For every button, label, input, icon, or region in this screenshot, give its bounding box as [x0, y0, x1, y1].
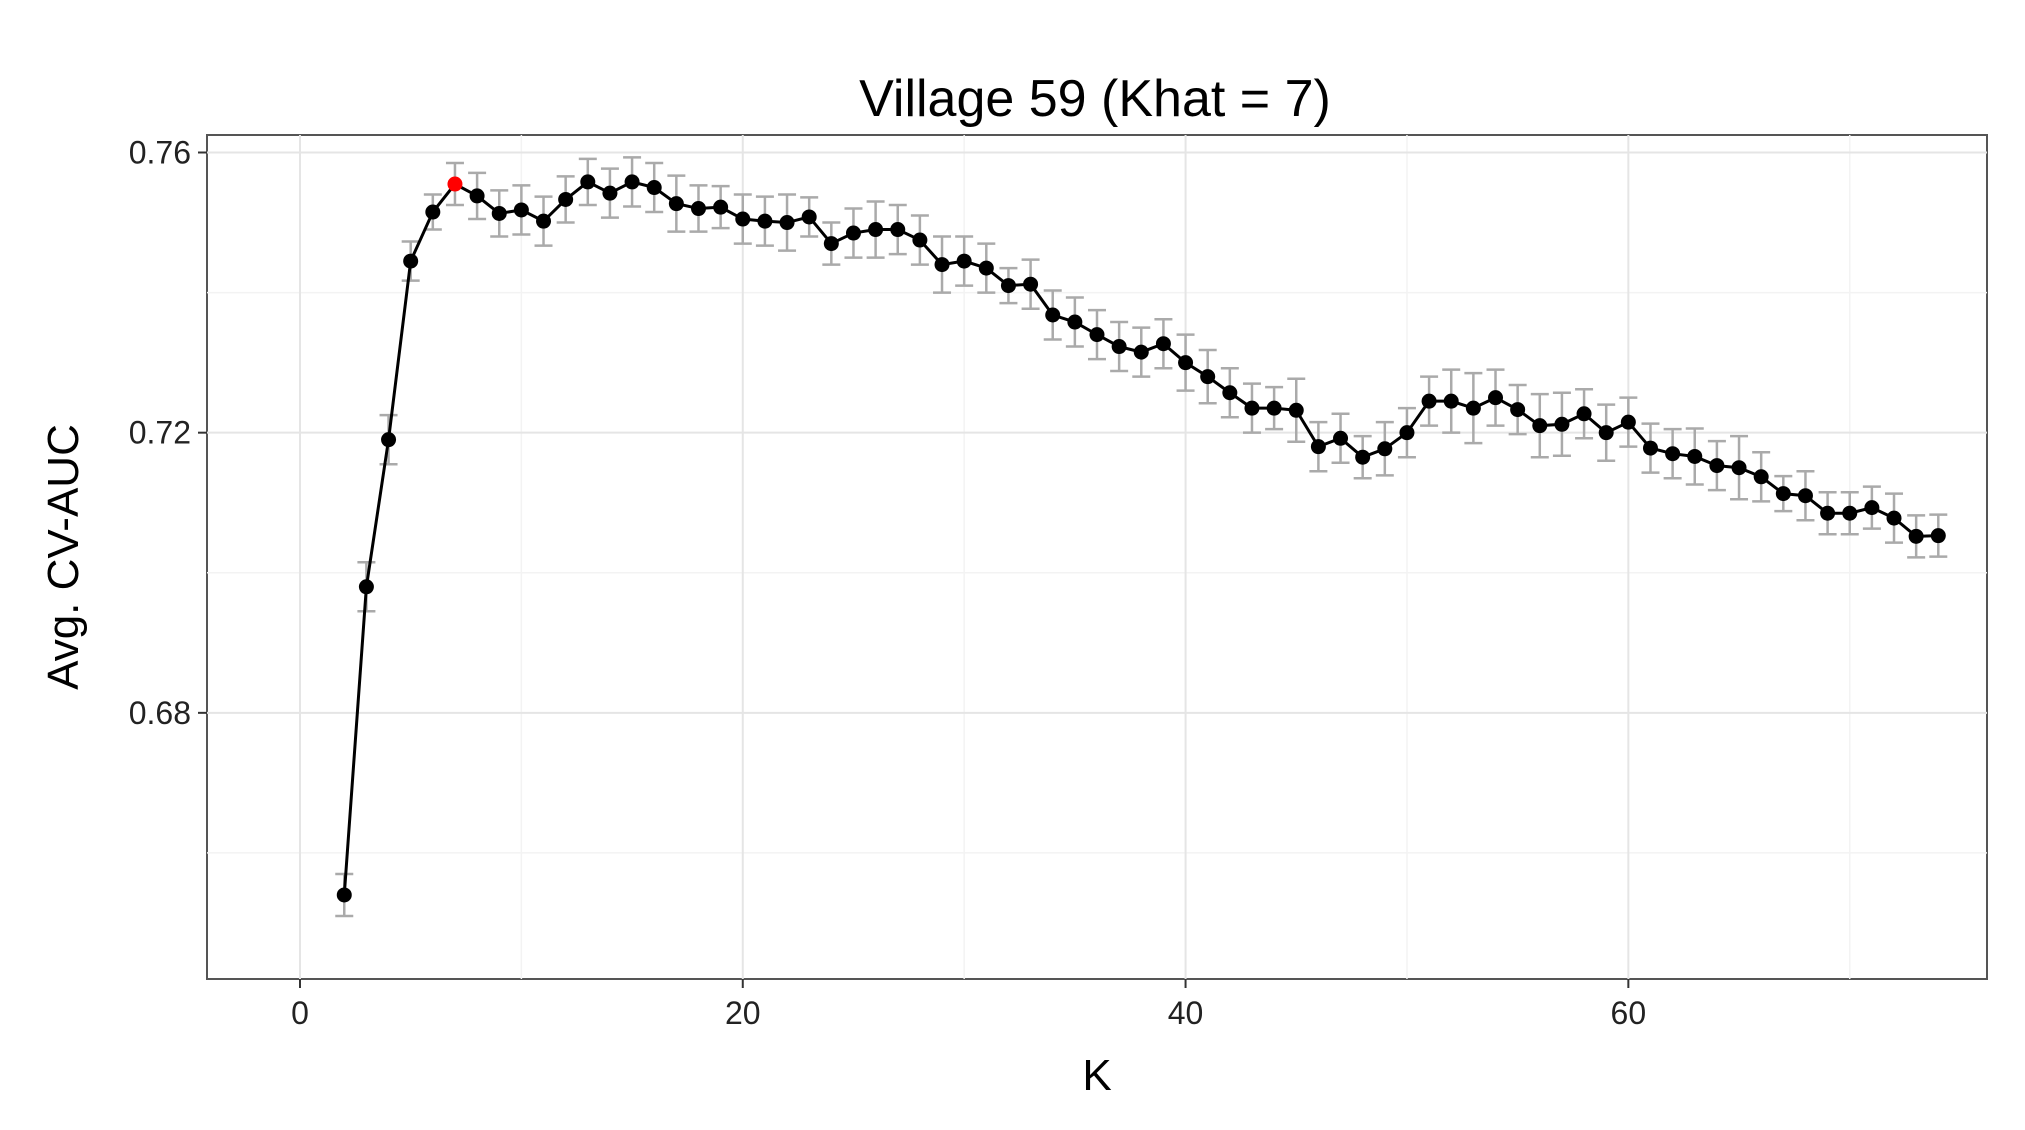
data-point	[934, 257, 950, 273]
data-point	[580, 174, 596, 190]
data-point	[602, 185, 618, 201]
data-point	[1067, 314, 1083, 330]
data-point	[1178, 355, 1194, 371]
y-tick-label: 0.72	[129, 415, 191, 451]
data-point	[1488, 390, 1504, 406]
data-point	[1399, 425, 1415, 441]
highlight-point	[447, 176, 463, 192]
data-point	[912, 232, 928, 248]
data-point	[1155, 336, 1171, 352]
x-tick-label: 60	[1611, 995, 1647, 1031]
data-point	[513, 202, 529, 218]
data-point	[713, 199, 729, 215]
y-tick-label: 0.76	[129, 135, 191, 171]
data-point	[491, 205, 507, 221]
data-point	[1200, 369, 1216, 385]
data-point	[358, 579, 374, 595]
data-point	[978, 260, 994, 276]
data-points	[336, 174, 1946, 903]
data-point	[381, 432, 397, 448]
x-tick-label: 20	[725, 995, 761, 1031]
data-point	[868, 222, 884, 238]
data-point	[1000, 278, 1016, 294]
grid-lines	[207, 135, 1987, 979]
x-tick-label: 40	[1168, 995, 1204, 1031]
data-point	[1598, 425, 1614, 441]
data-point	[1465, 400, 1481, 416]
data-point	[624, 174, 640, 190]
data-point	[646, 180, 662, 196]
data-point	[690, 201, 706, 217]
data-point	[536, 213, 552, 229]
data-point	[403, 253, 419, 269]
data-point	[1355, 449, 1371, 465]
data-point	[823, 236, 839, 252]
data-point	[1709, 458, 1725, 474]
data-point	[1266, 400, 1282, 416]
data-point	[1642, 440, 1658, 456]
x-tick-label: 0	[291, 995, 309, 1031]
data-point	[1443, 393, 1459, 409]
x-axis-label: K	[1082, 1051, 1111, 1100]
data-point	[1532, 418, 1548, 434]
data-point	[1111, 339, 1127, 355]
chart-title: Village 59 (Khat = 7)	[859, 70, 1331, 128]
data-point	[1753, 469, 1769, 485]
data-point	[845, 225, 861, 241]
data-point	[425, 204, 441, 220]
data-point	[1687, 448, 1703, 464]
data-point	[1421, 393, 1437, 409]
y-axis-label: Avg. CV-AUC	[39, 424, 88, 690]
data-point	[1731, 460, 1747, 476]
data-point	[1576, 406, 1592, 422]
data-point	[336, 887, 352, 903]
data-point	[1288, 402, 1304, 418]
data-point	[757, 213, 773, 229]
data-point	[735, 211, 751, 227]
data-point	[1023, 276, 1039, 292]
data-point	[668, 196, 684, 212]
data-point	[1222, 385, 1238, 401]
data-point	[1842, 505, 1858, 521]
data-point	[1820, 505, 1836, 521]
data-point	[1797, 488, 1813, 504]
data-point	[801, 209, 817, 225]
data-point	[1665, 446, 1681, 462]
data-point	[1310, 439, 1326, 455]
data-point	[779, 215, 795, 231]
data-point	[890, 222, 906, 238]
data-point	[1089, 327, 1105, 343]
data-point	[956, 253, 972, 269]
data-point	[1930, 528, 1946, 544]
axes: 0 20 40 60 0.68 0.72 0.76	[129, 135, 1646, 1031]
data-point	[1886, 510, 1902, 526]
data-point	[469, 188, 485, 204]
data-point	[1244, 400, 1260, 416]
data-point	[1510, 402, 1526, 418]
data-point	[1045, 307, 1061, 323]
data-point	[1377, 441, 1393, 457]
plot-panel	[206, 134, 1988, 980]
data-point	[558, 191, 574, 207]
data-point	[1133, 344, 1149, 360]
data-point	[1554, 416, 1570, 432]
data-point	[1333, 430, 1349, 446]
data-point	[1908, 528, 1924, 544]
data-point	[1775, 486, 1791, 502]
data-point	[1620, 414, 1636, 430]
y-tick-label: 0.68	[129, 695, 191, 731]
data-point	[1864, 500, 1880, 516]
